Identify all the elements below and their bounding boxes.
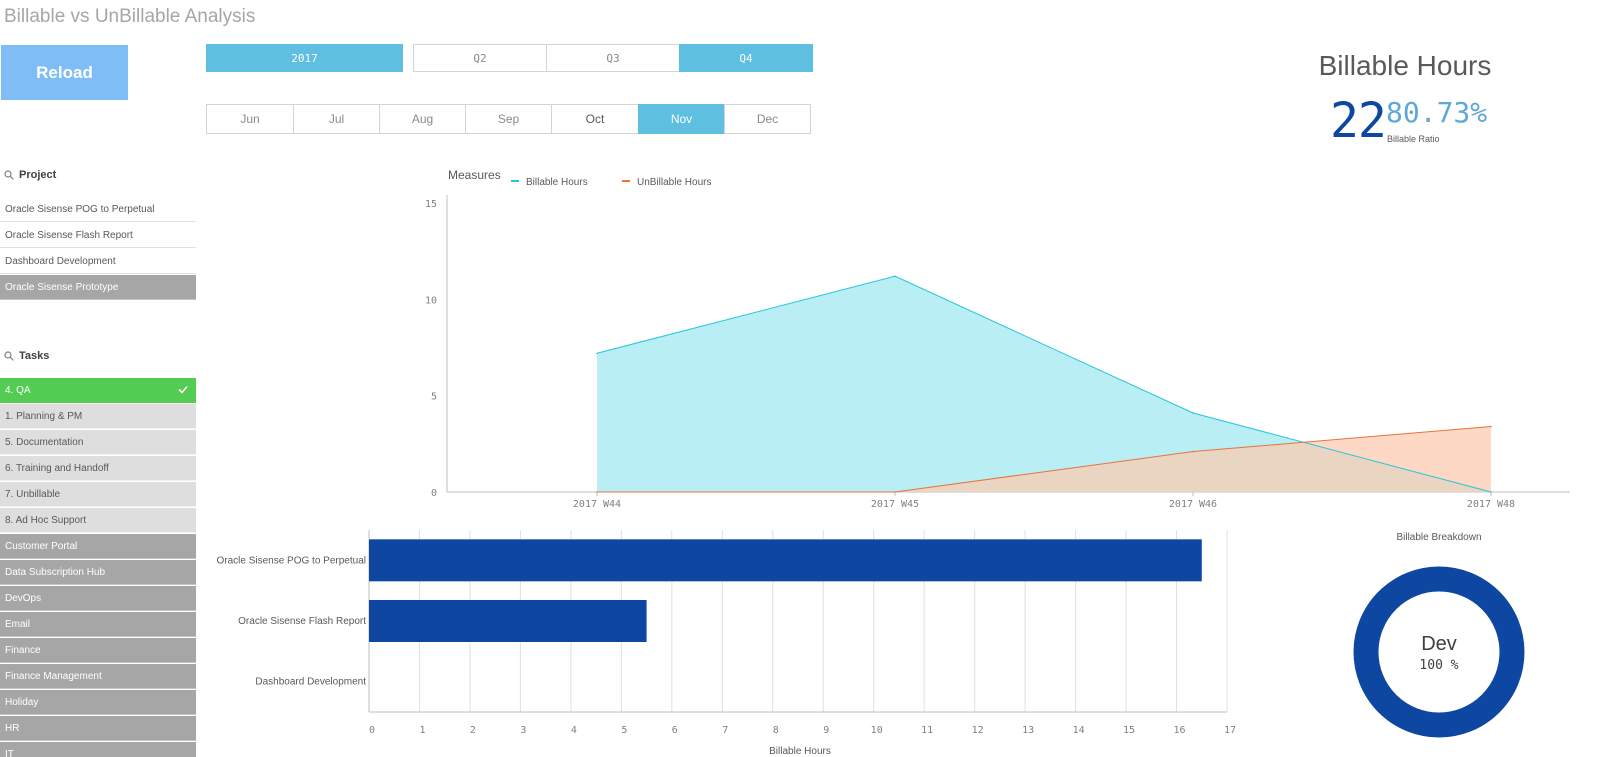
reload-button[interactable]: Reload [1, 45, 128, 100]
month-oct[interactable]: Oct [551, 104, 639, 134]
task-item[interactable]: Finance Management [0, 664, 196, 689]
project-item[interactable]: Oracle Sisense POG to Perpetual [0, 197, 196, 222]
month-dec[interactable]: Dec [724, 104, 811, 134]
legend-title: Measures [448, 168, 501, 182]
task-item[interactable]: IT [0, 742, 196, 757]
donut-center-label: Dev [1421, 633, 1457, 655]
x-tick-label: 10 [871, 725, 883, 736]
x-tick-label: 5 [621, 725, 627, 736]
task-item[interactable]: 5. Documentation [0, 430, 196, 455]
task-item[interactable]: Email [0, 612, 196, 637]
area-series-line [597, 425, 1492, 493]
x-tick-label: 2017 W46 [1169, 499, 1217, 510]
area-data-point [596, 491, 598, 493]
task-item[interactable]: 1. Planning & PM [0, 404, 196, 429]
area-series-line [596, 275, 1492, 493]
y-category-label: Oracle Sisense Flash Report [238, 616, 366, 627]
area-data-point [894, 275, 896, 278]
task-item[interactable]: Customer Portal [0, 534, 196, 559]
quarter-q4[interactable]: Q4 [679, 44, 813, 72]
y-tick-label: 10 [425, 295, 437, 306]
checkmark-icon [178, 385, 188, 394]
area-data-point [596, 352, 598, 355]
x-tick-label: 13 [1022, 725, 1034, 736]
area-series-fill [597, 276, 1491, 492]
kpi-ratio: 80.73% [1386, 96, 1488, 129]
task-item[interactable]: HR [0, 716, 196, 741]
kpi-value: 22 [1330, 93, 1387, 149]
task-item[interactable]: Finance [0, 638, 196, 663]
area-series-fill [597, 426, 1491, 492]
donut-slice [1353, 566, 1525, 738]
x-tick-label: 1 [419, 725, 425, 736]
legend-label: UnBillable Hours [637, 177, 711, 188]
kpi-ratio-label: Billable Ratio [1387, 134, 1440, 144]
project-item[interactable]: Oracle Sisense Flash Report [0, 223, 196, 248]
tasks-listbox-header[interactable]: Tasks [4, 350, 49, 362]
bar [369, 600, 647, 642]
x-tick-label: 2017 W48 [1467, 499, 1515, 510]
x-tick-label: 6 [672, 725, 678, 736]
y-category-label: Dashboard Development [255, 677, 366, 688]
donut-title: Billable Breakdown [1396, 532, 1481, 543]
area-data-point [1192, 412, 1194, 414]
area-data-point [1192, 450, 1194, 453]
area-data-point [1490, 425, 1492, 428]
x-tick-label: 15 [1123, 725, 1135, 736]
month-jul[interactable]: Jul [293, 104, 380, 134]
x-tick-label: 4 [571, 725, 577, 736]
task-item[interactable]: Holiday [0, 690, 196, 715]
project-listbox-title: Project [19, 169, 57, 181]
quarter-q2[interactable]: Q2 [413, 44, 547, 72]
app-title: Billable vs UnBillable Analysis [4, 6, 256, 27]
y-tick-label: 5 [431, 392, 437, 403]
x-tick-label: 16 [1174, 725, 1186, 736]
project-item[interactable]: Dashboard Development [0, 249, 196, 274]
y-tick-label: 0 [431, 488, 437, 499]
search-icon [4, 170, 14, 180]
area-data-point [894, 491, 896, 493]
x-tick-label: 9 [823, 725, 829, 736]
y-category-label: Oracle Sisense POG to Perpetual [216, 555, 366, 566]
tasks-listbox-title: Tasks [19, 350, 50, 362]
x-tick-label: 7 [722, 725, 728, 736]
legend-label: Billable Hours [526, 177, 588, 188]
x-tick-label: 2017 W44 [573, 499, 621, 510]
donut-center-value: 100 % [1419, 658, 1458, 673]
month-nov[interactable]: Nov [638, 104, 725, 134]
task-item[interactable]: DevOps [0, 586, 196, 611]
x-tick-label: 2 [470, 725, 476, 736]
month-aug[interactable]: Aug [379, 104, 466, 134]
task-item[interactable]: 6. Training and Handoff [0, 456, 196, 481]
year-filter-2017[interactable]: 2017 [206, 44, 403, 72]
task-item[interactable]: 7. Unbillable [0, 482, 196, 507]
task-item[interactable]: 4. QA [0, 378, 196, 403]
x-tick-label: 17 [1224, 725, 1236, 736]
area-data-point [1490, 491, 1492, 493]
x-tick-label: 3 [520, 725, 526, 736]
x-tick-label: 11 [921, 725, 933, 736]
month-jun[interactable]: Jun [206, 104, 294, 134]
month-sep[interactable]: Sep [465, 104, 552, 134]
search-icon [4, 351, 14, 361]
task-item[interactable]: 8. Ad Hoc Support [0, 508, 196, 533]
x-tick-label: 12 [972, 725, 984, 736]
bar [369, 539, 1202, 582]
kpi-title: Billable Hours [1318, 50, 1492, 81]
x-tick-label: 0 [369, 725, 375, 736]
y-tick-label: 15 [425, 199, 437, 210]
project-item[interactable]: Oracle Sisense Prototype [0, 275, 196, 300]
task-item[interactable]: Data Subscription Hub [0, 560, 196, 585]
x-tick-label: 2017 W45 [871, 499, 919, 510]
x-tick-label: 8 [773, 725, 779, 736]
x-tick-label: 14 [1073, 725, 1085, 736]
task-item-label: 4. QA [5, 385, 31, 396]
x-axis-label: Billable Hours [769, 746, 831, 757]
project-listbox-header[interactable]: Project [4, 169, 56, 181]
